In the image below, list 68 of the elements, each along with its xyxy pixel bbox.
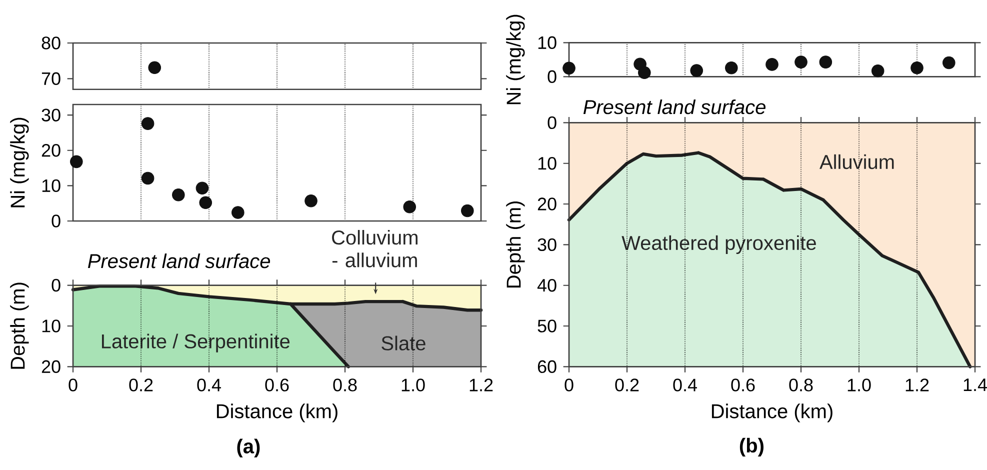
x-tick-label: 1.2 [470,378,493,392]
y-tick-label: 10 [538,156,556,170]
x-tick-label: 0.4 [673,378,697,392]
y-tick-label: 10 [538,36,556,50]
x-tick-label: 0.8 [789,378,813,392]
x-tick-label: 0.2 [615,378,639,392]
y-tick-label: 0 [548,116,556,130]
x-tick-label: 0.4 [197,378,222,392]
point [199,196,212,210]
x-tick-label: 0.6 [731,378,755,392]
y-tick-label: 30 [538,238,556,252]
y-tick-label: 80 [42,36,60,50]
y-tick-label: 20 [42,144,60,157]
point [141,117,154,130]
x-tick-label: 0 [564,378,574,392]
point [304,194,318,208]
point [942,56,956,70]
point [910,61,924,74]
y-tick-label: 0 [548,70,556,84]
point [819,56,832,68]
text: Present land surface [88,254,270,268]
y-axis-title: Depth (m) [506,202,525,288]
y-tick-label: 20 [42,360,60,374]
point [232,206,244,219]
point [196,182,209,195]
point [766,58,778,71]
point [638,66,651,80]
x-tick-label: 0.8 [333,378,357,392]
point [70,155,83,168]
x-tick-label: 1.0 [848,378,871,392]
x-tick-label: 1.0 [402,378,425,392]
series-label: Alluvium [820,154,894,170]
point [725,61,738,74]
series-label: Colluvium - alluvium [332,230,418,268]
y-tick-label: 50 [538,320,556,332]
point [141,172,154,185]
y-tick-label: 10 [42,179,60,192]
point [871,64,884,78]
point [690,64,704,77]
series-label: Slate [382,336,426,350]
point [172,188,185,202]
y-axis-title: Depth (m) [10,282,29,369]
point [562,62,576,75]
y-axis-title: Ni (mg/kg) [506,14,525,104]
text: (a) [237,438,260,458]
text: (b) [740,438,764,457]
point [461,204,474,218]
x-tick-label: 1.4 [964,378,987,392]
x-axis-title: Distance (km) [712,404,832,422]
y-tick-label: 10 [42,320,60,332]
y-tick-label: 70 [42,72,60,86]
text: Present land surface [583,99,766,114]
y-tick-label: 60 [538,360,556,374]
x-tick-label: 1.2 [906,378,929,392]
y-tick-label: 40 [537,278,556,292]
y-tick-label: 20 [538,198,556,210]
y-axis-title: Ni (mg/kg) [10,118,29,208]
x-tick-label: 0.6 [265,378,289,392]
series-label: Weathered pyroxenite [622,235,816,254]
x-tick-label: 0.2 [129,378,153,392]
series-label: Laterite / Serpentinite [102,334,290,352]
x-axis-title: Distance (km) [216,404,338,422]
y-tick-label: 30 [42,108,60,122]
point [403,200,416,214]
y-tick-label: 0 [52,214,60,228]
point [794,56,808,68]
y-tick-label: 0 [52,278,60,292]
x-tick-label: 0 [68,378,78,392]
